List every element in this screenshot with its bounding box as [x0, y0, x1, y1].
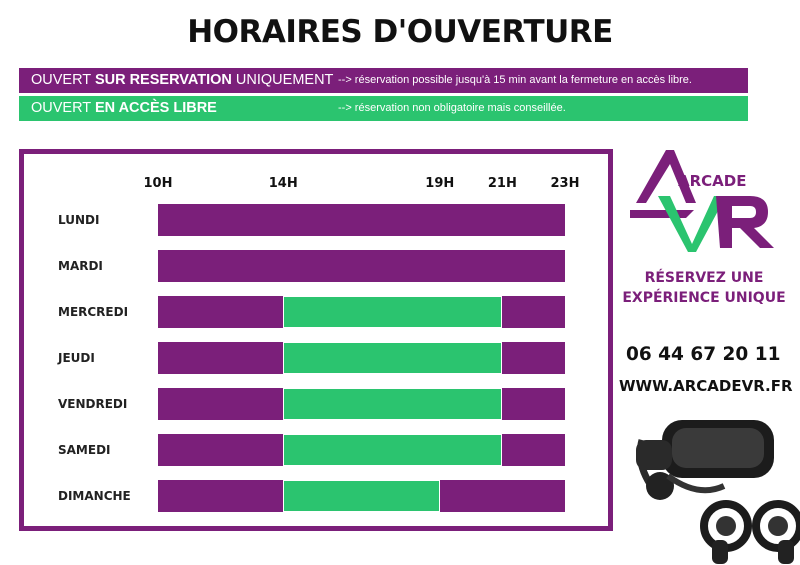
hour-label: 14H	[268, 176, 298, 191]
schedule-bar-reservation	[502, 434, 565, 466]
day-label: MARDI	[58, 259, 103, 273]
tagline-line-1: RÉSERVEZ UNE	[644, 270, 764, 286]
schedule-bar-libre	[283, 342, 503, 374]
schedule-bar-reservation	[158, 434, 284, 466]
legend-libre-prefix: OUVERT	[31, 100, 95, 116]
legend-reservation-prefix: OUVERT	[31, 72, 95, 88]
legend-reservation: OUVERT SUR RESERVATION UNIQUEMENT --> ré…	[19, 68, 748, 93]
schedule-bar-reservation	[502, 296, 565, 328]
schedule-bar-reservation	[158, 250, 565, 282]
schedule-bar-reservation	[502, 342, 565, 374]
schedule-frame	[19, 149, 613, 531]
schedule-bar-reservation	[158, 204, 565, 236]
legend-reservation-bold: SUR RESERVATION	[94, 72, 232, 88]
schedule-bar-reservation	[158, 388, 284, 420]
logo-text-arcade: ARCADE	[678, 172, 746, 190]
arcade-vr-logo: ARCADE	[630, 150, 774, 252]
legend-libre: OUVERT EN ACCÈS LIBRE --> réservation no…	[19, 96, 748, 121]
schedule-bar-reservation	[158, 342, 284, 374]
legend-reservation-note: --> réservation possible jusqu'à 15 min …	[338, 74, 692, 86]
hour-label: 19H	[425, 176, 455, 191]
hour-label: 10H	[143, 176, 173, 191]
vr-controllers-icon	[700, 500, 800, 564]
schedule-bar-reservation	[158, 480, 284, 512]
legend-libre-note: --> réservation non obligatoire mais con…	[338, 102, 566, 114]
schedule-bar-libre	[283, 296, 503, 328]
tagline-line-2: EXPÉRIENCE UNIQUE	[622, 290, 786, 306]
day-label: JEUDI	[58, 351, 95, 365]
day-label: VENDREDI	[58, 397, 128, 411]
website-link[interactable]: WWW.ARCADEVR.FR	[619, 377, 793, 395]
schedule-bar-reservation	[439, 480, 565, 512]
schedule-bar-libre	[283, 434, 503, 466]
phone-number[interactable]: 06 44 67 20 11	[626, 344, 781, 365]
legend-libre-bold: EN ACCÈS LIBRE	[94, 100, 217, 116]
page-title: HORAIRES D'OUVERTURE	[187, 14, 613, 50]
schedule-bar-libre	[283, 480, 440, 512]
vr-headset-icon	[636, 420, 800, 564]
hour-label: 21H	[487, 176, 517, 191]
day-label: DIMANCHE	[58, 489, 131, 503]
day-label: LUNDI	[58, 213, 100, 227]
day-label: MERCREDI	[58, 305, 129, 319]
tagline: RÉSERVEZ UNE EXPÉRIENCE UNIQUE	[618, 268, 790, 308]
schedule-bar-libre	[283, 388, 503, 420]
schedule-bar-reservation	[158, 296, 284, 328]
hour-label: 23H	[550, 176, 580, 191]
schedule-bar-reservation	[502, 388, 565, 420]
legend-reservation-suffix: UNIQUEMENT	[231, 72, 334, 88]
day-label: SAMEDI	[58, 443, 111, 457]
